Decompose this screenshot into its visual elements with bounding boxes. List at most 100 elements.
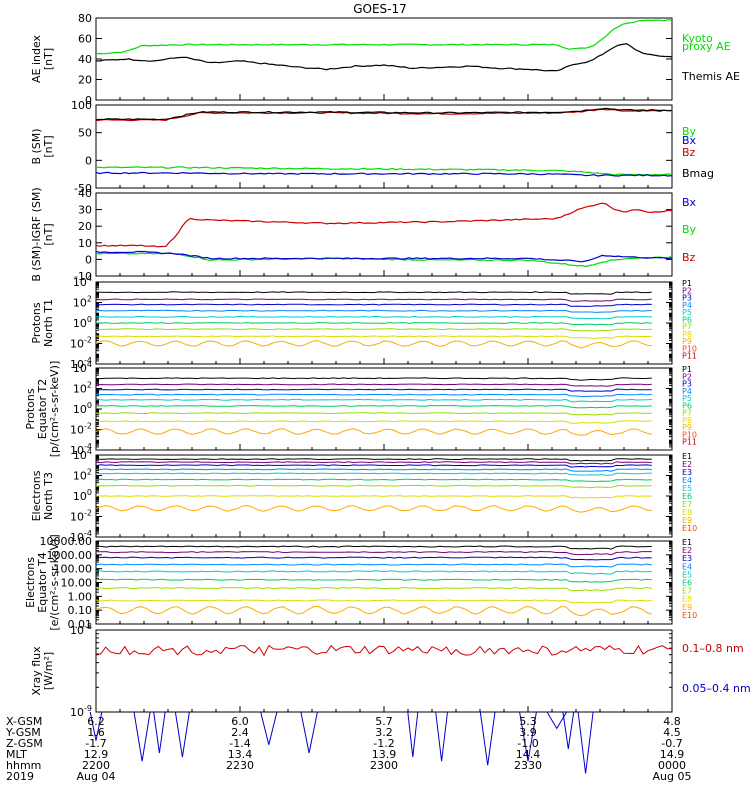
xray-short-spike: [153, 711, 166, 754]
channel-line: [95, 599, 652, 604]
y-axis-label: AE index[nT]: [30, 34, 55, 83]
row-label: Y-GSM: [5, 726, 41, 739]
series-line: [95, 202, 673, 248]
tick-value-mlt: 14.4: [516, 748, 541, 761]
panel-bigrf: 40 30 20 10 0 -10 B (SM)-IGRF (SM)[nT] Bx By Bz: [30, 187, 697, 283]
tick-value-mlt: 12.9: [84, 748, 109, 761]
channel-label: P5: [682, 394, 692, 403]
channel-label: P2: [682, 372, 692, 381]
tick-value-mlt: 13.4: [228, 748, 253, 761]
channel-line: [95, 458, 652, 462]
channel-label: E7: [682, 587, 692, 596]
channel-label: P11: [682, 352, 697, 361]
y-tick-label: 10.00: [61, 577, 93, 590]
panel-frame: [95, 629, 673, 713]
tick-value-xgsm: 5.3: [519, 715, 537, 728]
y-axis-label: B (SM)[nT]: [30, 128, 55, 164]
channel-label: E4: [682, 562, 692, 571]
channel-line: [95, 484, 652, 489]
y-tick-label: 100: [71, 99, 92, 112]
y-tick-label: 80: [78, 12, 92, 25]
xray-long-line: [95, 644, 673, 657]
channel-line: [95, 586, 652, 592]
series-line: [95, 252, 673, 268]
row-label: hhmm: [6, 759, 41, 772]
channel-label: E4: [682, 476, 692, 485]
tick-value-zgsm: -1.7: [85, 737, 106, 750]
channel-label: P8: [682, 330, 692, 339]
channel-line: [96, 570, 652, 575]
row-label: 2019: [6, 770, 34, 783]
tick-value-hhmm: 2330: [514, 759, 542, 772]
channel-line: [95, 464, 652, 468]
xray-short-spike: [562, 711, 575, 749]
channel-line: [95, 605, 652, 617]
y-axis-label: Xray flux[W/m²]: [30, 646, 55, 696]
channel-label: P8: [682, 416, 692, 425]
channel-label: P4: [682, 301, 692, 310]
y-tick-label: 102: [73, 295, 92, 310]
y-tick-label: 100.00: [54, 563, 93, 576]
channel-label: E3: [682, 468, 692, 477]
tick-value-xgsm: 5.7: [375, 715, 393, 728]
y-tick-label: 40: [78, 187, 92, 200]
channel-label: P10: [682, 344, 697, 353]
series-line: [96, 166, 673, 176]
legend-entry: 0.05–0.4 nm: [682, 682, 750, 695]
channel-label: P5: [682, 308, 692, 317]
legend-entry: Kyoto: [682, 32, 713, 45]
channel-label: P11: [682, 438, 697, 447]
y-tick-label: 30: [78, 204, 92, 217]
channel-label: P4: [682, 387, 692, 396]
legend-entry: proxy AE: [682, 40, 731, 53]
channel-label: E2: [682, 546, 692, 555]
y-tick-label: 10000.00: [40, 535, 93, 548]
tick-value-xgsm: 6.0: [231, 715, 249, 728]
channel-line: [95, 472, 652, 476]
xray-short-spike: [300, 711, 318, 754]
channel-label: E2: [682, 460, 692, 469]
channel-line: [95, 461, 652, 465]
y-tick-label: 104: [73, 274, 92, 289]
channel-line: [95, 398, 652, 403]
channel-label: E7: [682, 500, 692, 509]
tick-value-ygsm: 4.5: [663, 726, 681, 739]
tick-value-xgsm: 4.8: [663, 715, 681, 728]
channel-line: [95, 504, 652, 513]
channel-label: P7: [682, 409, 692, 418]
series-line: [95, 107, 673, 121]
channel-line: [95, 298, 652, 302]
channel-line: [95, 322, 652, 326]
y-axis-label: B (SM)-IGRF (SM)[nT]: [30, 187, 55, 281]
y-tick-label: 10-2: [70, 336, 92, 351]
series-line: [95, 43, 673, 72]
legend-entry: By: [682, 223, 697, 236]
y-tick-label: 60: [78, 33, 92, 46]
chart-title: GOES-17: [353, 2, 407, 16]
channel-line: [95, 291, 652, 295]
channel-label: P1: [682, 279, 692, 288]
legend-entry: Themis AE: [681, 70, 740, 83]
legend-entry: 0.1–0.8 nm: [682, 642, 744, 655]
channel-line: [96, 328, 652, 332]
series-line: [95, 250, 673, 263]
tick-value-ygsm: 3.2: [375, 726, 393, 739]
channel-line: [96, 495, 652, 499]
channel-line: [95, 556, 652, 561]
channel-label: E1: [682, 452, 692, 461]
channel-label: E6: [682, 579, 692, 588]
tick-value-zgsm: -1.2: [373, 737, 394, 750]
channel-label: P3: [682, 294, 692, 303]
legend-entry: By: [682, 125, 697, 138]
channel-label: P10: [682, 430, 697, 439]
channel-label: P6: [682, 315, 692, 324]
y-tick-label: 10: [78, 237, 92, 250]
channel-line: [95, 428, 652, 436]
series-line: [95, 171, 673, 177]
channel-line: [95, 340, 652, 349]
channel-label: E6: [682, 492, 692, 501]
